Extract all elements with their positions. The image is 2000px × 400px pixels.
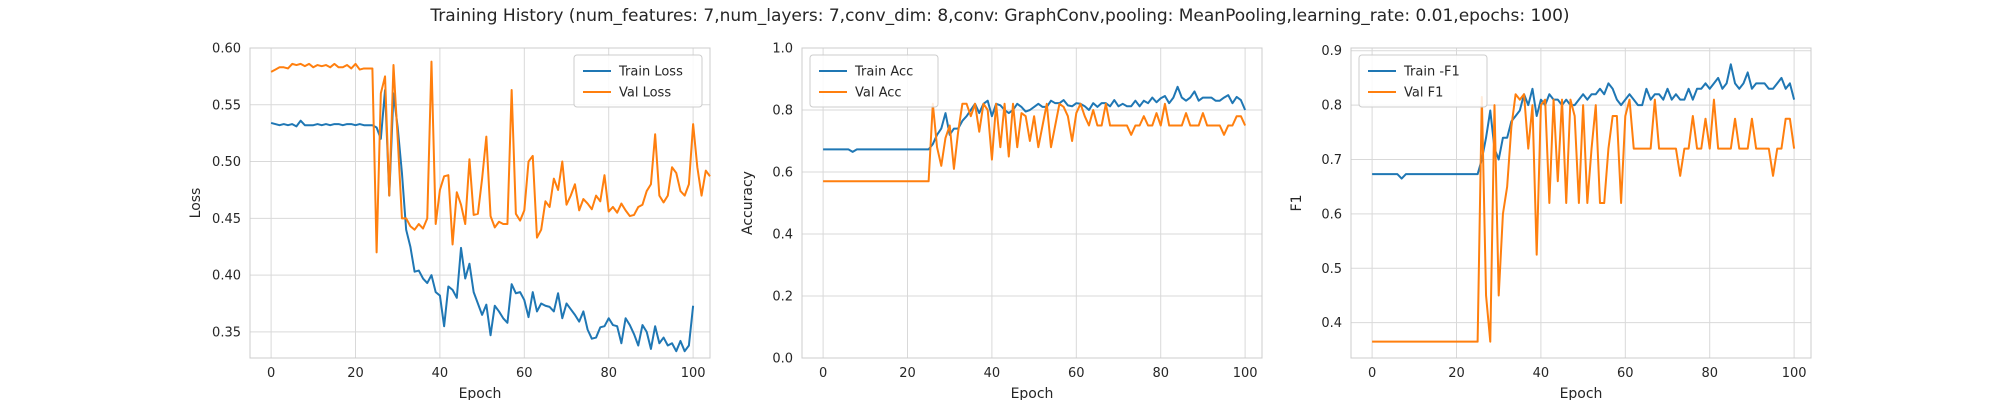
y-tick-label: 0.50 — [212, 155, 241, 170]
x-tick-label: 40 — [984, 366, 1001, 381]
y-axis-label: F1 — [1289, 195, 1305, 212]
x-tick-label: 100 — [681, 366, 706, 381]
x-tick-label: 100 — [1782, 366, 1807, 381]
y-tick-label: 0.6 — [1321, 207, 1342, 222]
figure-title: Training History (num_features: 7,num_la… — [429, 6, 1569, 26]
x-tick-label: 0 — [267, 366, 275, 381]
legend-entry: Train -F1 — [1403, 65, 1460, 80]
x-axis-label: Epoch — [1011, 386, 1054, 400]
subplots: 0 20 40 60 80 1000.350.400.450.500.550.60Epoc… — [188, 42, 1812, 400]
series-line-val-f1 — [1372, 93, 1796, 343]
series-line-val-loss — [270, 60, 711, 254]
y-tick-label: 0.5 — [1321, 262, 1342, 277]
y-tick-label: 0.35 — [212, 325, 241, 340]
x-tick-label: 40 — [432, 366, 449, 381]
x-tick-label: 60 — [516, 366, 533, 381]
legend-box — [809, 54, 939, 108]
plot-frame — [801, 47, 1263, 359]
x-tick-label: 40 — [1533, 366, 1550, 381]
y-tick-label: 0.6 — [772, 166, 793, 181]
y-tick-label: 0.0 — [772, 352, 793, 367]
x-tick-label: 60 — [1617, 366, 1634, 381]
x-tick-label: 100 — [1233, 366, 1258, 381]
plot-frame — [249, 47, 711, 359]
y-tick-label: 1.0 — [772, 42, 793, 57]
y-tick-label: 0.40 — [212, 269, 241, 284]
x-tick-label: 20 — [899, 366, 916, 381]
x-axis-label: Epoch — [1560, 386, 1603, 400]
x-tick-label: 80 — [1701, 366, 1718, 381]
y-tick-label: 0.45 — [212, 212, 241, 227]
plot-frame — [1350, 47, 1812, 359]
y-axis-label: Accuracy — [740, 171, 756, 235]
legend: Train Acc Val Acc — [809, 54, 939, 108]
series-line-train-f1 — [1372, 63, 1796, 180]
x-tick-label: 80 — [1152, 366, 1169, 381]
x-axis-label: Epoch — [459, 386, 502, 400]
x-tick-label: 0 — [1368, 366, 1376, 381]
y-tick-label: 0.9 — [1321, 44, 1342, 59]
legend-entry: Val Acc — [855, 86, 902, 101]
legend: Train -F1 Val F1 — [1358, 54, 1488, 108]
y-axis-label: Loss — [188, 188, 204, 219]
legend-entry: Val Loss — [619, 86, 671, 101]
y-tick-label: 0.2 — [772, 290, 793, 305]
series-line-val-acc — [823, 102, 1247, 183]
legend: Train Loss Val Loss — [573, 54, 703, 108]
legend-entry: Train Loss — [618, 65, 683, 80]
y-tick-label: 0.4 — [1321, 316, 1342, 331]
y-tick-label: 0.4 — [772, 228, 793, 243]
y-tick-label: 0.8 — [772, 104, 793, 119]
series-line-train-acc — [823, 85, 1247, 153]
legend-box — [1358, 54, 1488, 108]
subplot-2: 0 20 40 60 80 100 0.0 0.2 0.4 0.6 0.8 1.0 Epoch Accur… — [740, 42, 1263, 400]
x-tick-label: 60 — [1068, 366, 1085, 381]
x-tick-label: 20 — [1448, 366, 1465, 381]
subplot-3: 0 20 40 60 80 100 0.4 0.5 0.6 0.7 0.8 0.9 Epoch F1 Tra… — [1289, 44, 1812, 400]
x-tick-label: 0 — [819, 366, 827, 381]
x-tick-label: 20 — [347, 366, 364, 381]
x-tick-label: 80 — [600, 366, 617, 381]
legend-entry: Val F1 — [1404, 86, 1443, 101]
y-tick-label: 0.7 — [1321, 153, 1342, 168]
y-tick-label: 0.8 — [1321, 99, 1342, 114]
legend-entry: Train Acc — [854, 65, 913, 80]
legend-box — [573, 54, 703, 108]
subplot-1: 0 20 40 60 80 100 0.35 0.40 0.45 0.50 0.55 0.60 Epoc… — [188, 42, 711, 400]
y-tick-label: 0.60 — [212, 42, 241, 57]
y-tick-label: 0.55 — [212, 98, 241, 113]
series-line-train-loss — [270, 89, 695, 353]
